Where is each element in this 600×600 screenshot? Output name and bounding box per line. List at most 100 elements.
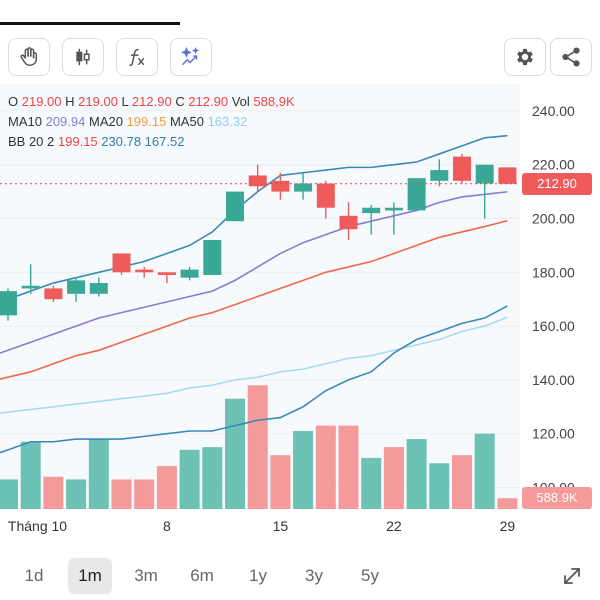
- candle-body: [135, 269, 154, 273]
- candle-body: [430, 170, 449, 181]
- time-range-selector: 1d 1m 3m 6m 1y 3y 5y: [10, 556, 590, 596]
- volume-bar: [111, 479, 132, 509]
- volume-bar: [315, 425, 336, 509]
- current-price-badge: 212.90: [522, 172, 592, 195]
- candle-body: [453, 156, 471, 181]
- low-label: L: [121, 94, 129, 109]
- open-value: 219.00: [21, 94, 62, 109]
- expand-icon: [564, 568, 580, 584]
- y-tick-label: 220.00: [532, 157, 575, 173]
- candle-body: [498, 167, 517, 184]
- range-tab-1m[interactable]: 1m: [68, 558, 112, 594]
- volume-bar: [497, 498, 518, 509]
- ai-analysis-button[interactable]: [170, 38, 212, 76]
- ma-row: MA10 209.94 MA20 199.15 MA50 163.32: [8, 112, 295, 132]
- ma20-value: 199.15: [126, 114, 167, 129]
- high-label: H: [65, 94, 75, 109]
- range-tab-5y[interactable]: 5y: [361, 566, 379, 585]
- volume-bar: [202, 447, 223, 509]
- candle-body: [112, 253, 131, 273]
- bb-lower-line: [0, 305, 508, 454]
- candle-body: [294, 183, 313, 192]
- bb-lower-value: 167.52: [144, 134, 185, 149]
- volume-bar: [225, 398, 245, 509]
- hand-tool-button[interactable]: [8, 38, 50, 76]
- volume-bar: [452, 455, 472, 509]
- chart-area[interactable]: 240.00 220.00 200.00 180.00 160.00 140.00 120.…: [0, 84, 600, 544]
- volume-bar: [134, 479, 155, 509]
- volume-bar: [247, 385, 268, 509]
- function-icon: [129, 48, 145, 66]
- chart-legend: O 219.00 H 219.00 L 212.90 C 212.90 Vol …: [8, 92, 295, 152]
- active-tab-indicator: [0, 22, 180, 25]
- candle-body: [339, 215, 358, 230]
- ohlc-row: O 219.00 H 219.00 L 212.90 C 212.90 Vol …: [8, 92, 295, 112]
- volume-bar: [20, 441, 41, 509]
- hand-icon: [20, 47, 38, 66]
- x-tick-label: 22: [386, 518, 402, 534]
- current-volume-badge: 588.9K: [522, 487, 592, 510]
- share-icon: [562, 47, 580, 67]
- y-tick-label: 240.00: [532, 103, 575, 119]
- share-button[interactable]: [550, 38, 592, 76]
- gear-icon: [517, 48, 533, 66]
- ma50-label: MA50: [169, 114, 204, 129]
- candle-body: [475, 164, 494, 184]
- close-value: 212.90: [188, 94, 229, 109]
- ma20-line: [0, 220, 508, 380]
- range-tab-1y[interactable]: 1y: [249, 566, 267, 585]
- y-tick-label: 200.00: [532, 210, 575, 226]
- y-tick-label: 140.00: [532, 372, 575, 388]
- volume-value: 588,9K: [253, 94, 295, 109]
- candle-body: [407, 178, 426, 211]
- candle-body: [248, 175, 267, 187]
- x-tick-label: 29: [500, 518, 516, 534]
- candle-body: [0, 291, 17, 316]
- candle-body: [271, 180, 290, 192]
- volume-bar: [179, 449, 200, 509]
- range-tab-1d[interactable]: 1d: [24, 566, 44, 585]
- range-tab-6m[interactable]: 6m: [190, 566, 214, 585]
- volume-bar: [0, 479, 18, 509]
- bb-upper-value: 230.78: [101, 134, 142, 149]
- y-tick-label: 120.00: [532, 426, 575, 442]
- open-label: O: [8, 94, 19, 109]
- candlestick-icon: [76, 48, 90, 66]
- volume-bar: [43, 476, 64, 509]
- x-tick-label: Tháng 10: [8, 518, 67, 534]
- volume-bar: [66, 479, 87, 509]
- candle-body: [362, 207, 381, 214]
- bb-upper-line: [0, 134, 508, 303]
- candle-body: [44, 288, 63, 300]
- candle-body: [21, 285, 40, 289]
- ma10-label: MA10: [8, 114, 42, 129]
- candle-type-button[interactable]: [62, 38, 104, 76]
- sparkle-chart-icon: [181, 47, 200, 66]
- indicator-button[interactable]: [116, 38, 158, 76]
- range-tab-3m[interactable]: 3m: [134, 566, 158, 585]
- price-chart[interactable]: 240.00 220.00 200.00 180.00 160.00 140.00 120.…: [0, 84, 600, 544]
- chart-toolbar: [8, 38, 592, 78]
- close-label: C: [175, 94, 185, 109]
- ma20-label: MA20: [88, 114, 123, 129]
- candle-body: [226, 191, 244, 222]
- candle-body: [67, 280, 86, 294]
- candle-body: [316, 183, 335, 208]
- y-tick-label: 160.00: [532, 318, 575, 334]
- bb-label: BB 20 2: [8, 134, 55, 149]
- x-tick-label: 8: [163, 518, 171, 534]
- volume-bar: [156, 465, 177, 509]
- volume-bar: [293, 430, 314, 509]
- volume-bar: [474, 433, 495, 509]
- settings-button[interactable]: [504, 38, 546, 76]
- bb-middle-value: 199.15: [57, 134, 98, 149]
- x-tick-label: 15: [273, 518, 289, 534]
- volume-bar: [88, 439, 109, 509]
- y-tick-label: 180.00: [532, 264, 575, 280]
- ma50-value: 163.32: [207, 114, 248, 129]
- candle-body: [157, 272, 176, 275]
- range-tab-3y[interactable]: 3y: [305, 566, 323, 585]
- candle-body: [384, 207, 403, 211]
- low-value: 212.90: [131, 94, 172, 109]
- fullscreen-button[interactable]: [560, 564, 584, 588]
